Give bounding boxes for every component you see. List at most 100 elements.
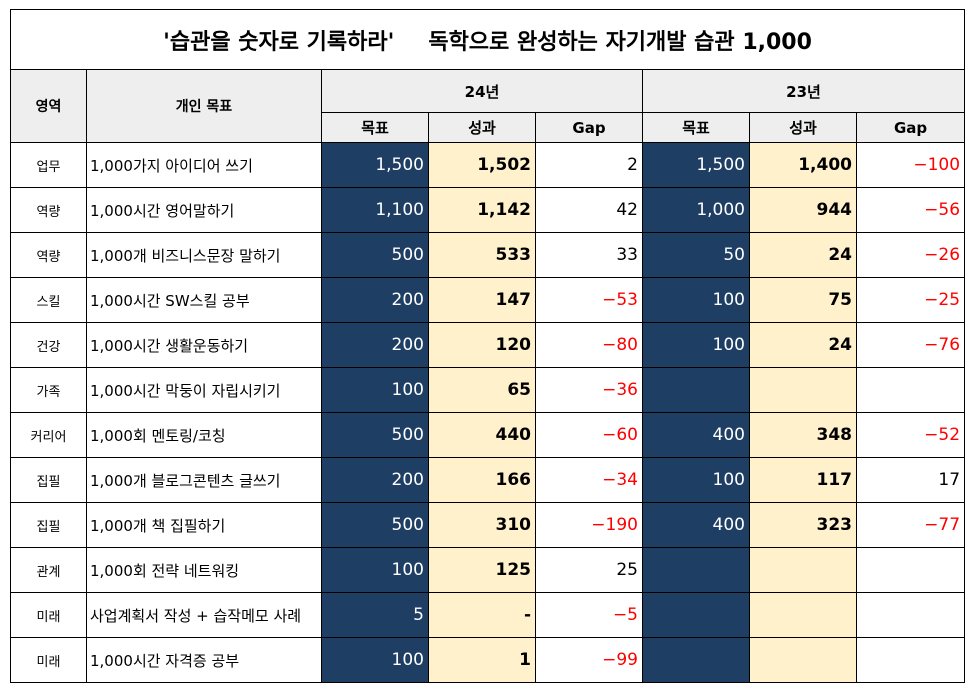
gap-23-cell: −76 <box>855 322 966 368</box>
area-cell: 역량 <box>10 187 87 233</box>
goal-cell: 1,000시간 자격증 공부 <box>86 637 322 683</box>
goal-cell: 사업계획서 작성 + 습작메모 사례 <box>86 592 322 638</box>
target-23-cell: 100 <box>642 277 750 323</box>
sheet-title: '습관을 숫자로 기록하라' 독학으로 완성하는 자기개발 습관 1,000 <box>9 9 966 70</box>
target-23-cell: 50 <box>642 232 750 278</box>
gap-24-cell: −36 <box>535 367 643 413</box>
result-24-cell: - <box>428 592 536 638</box>
table-row: 미래 사업계획서 작성 + 습작메모 사례 5- −5 <box>10 592 966 638</box>
result-23-cell <box>749 547 857 593</box>
header-23-gap: Gap <box>855 112 966 143</box>
header-24-result: 성과 <box>428 112 536 143</box>
result-23-cell <box>749 637 857 683</box>
area-cell: 건강 <box>10 322 87 368</box>
gap-24-cell: −5 <box>535 592 643 638</box>
target-23-cell: 400 <box>642 502 750 548</box>
target-24-cell: 5 <box>321 592 429 638</box>
gap-23-cell: −26 <box>855 232 966 278</box>
result-24-cell: 1,142 <box>428 187 536 233</box>
gap-23-cell: −77 <box>855 502 966 548</box>
target-24-cell: 100 <box>321 367 429 413</box>
target-24-cell: 200 <box>321 277 429 323</box>
target-24-cell: 1,100 <box>321 187 429 233</box>
result-24-cell: 440 <box>428 412 536 458</box>
target-23-cell: 1,500 <box>642 142 750 188</box>
header-goal: 개인 목표 <box>86 69 322 143</box>
target-23-cell <box>642 592 750 638</box>
area-cell: 스킬 <box>10 277 87 323</box>
gap-24-cell: −34 <box>535 457 643 503</box>
table-row: 미래 1,000시간 자격증 공부 100 1 −99 <box>10 637 966 683</box>
table-row: 커리어 1,000회 멘토링/코칭 500 440 −60 400 348 −52 <box>10 412 966 458</box>
result-23-cell <box>749 592 857 638</box>
gap-23-cell <box>855 592 966 638</box>
header-year-24: 24년 <box>321 69 643 113</box>
gap-24-cell: −80 <box>535 322 643 368</box>
area-cell: 집필 <box>10 457 87 503</box>
goal-cell: 1,000시간 생활운동하기 <box>86 322 322 368</box>
gap-23-cell: −100 <box>855 142 966 188</box>
target-24-cell: 1,500 <box>321 142 429 188</box>
gap-24-cell: 33 <box>535 232 643 278</box>
habit-table: '습관을 숫자로 기록하라' 독학으로 완성하는 자기개발 습관 1,000 영역… <box>9 9 966 683</box>
goal-cell: 1,000가지 아이디어 쓰기 <box>86 142 322 188</box>
target-24-cell: 500 <box>321 502 429 548</box>
goal-cell: 1,000개 책 집필하기 <box>86 502 322 548</box>
result-23-cell: 1,400 <box>749 142 857 188</box>
header-24-gap: Gap <box>535 112 643 143</box>
table-row: 집필 1,000개 블로그콘텐츠 글쓰기 200 166 −34 100 117 17 <box>10 457 966 503</box>
title-subtitle: 독학으로 완성하는 자기개발 습관 1,000 <box>428 29 812 55</box>
result-24-cell: 166 <box>428 457 536 503</box>
result-24-cell: 65 <box>428 367 536 413</box>
table-row: 스킬 1,000시간 SW스킬 공부 200 147 −53 100 75 −25 <box>10 277 966 323</box>
header-23-result: 성과 <box>749 112 857 143</box>
target-24-cell: 100 <box>321 547 429 593</box>
target-23-cell: 100 <box>642 457 750 503</box>
goal-cell: 1,000개 비즈니스문장 말하기 <box>86 232 322 278</box>
result-23-cell: 348 <box>749 412 857 458</box>
area-cell: 역량 <box>10 232 87 278</box>
target-24-cell: 200 <box>321 457 429 503</box>
target-23-cell <box>642 637 750 683</box>
table-row: 업무 1,000가지 아이디어 쓰기 1,500 1,502 2 1,500 1,400 −1… <box>10 142 966 188</box>
area-cell: 가족 <box>10 367 87 413</box>
goal-cell: 1,000개 블로그콘텐츠 글쓰기 <box>86 457 322 503</box>
table-row: 집필 1,000개 책 집필하기 500 310 −190 400 323 −77 <box>10 502 966 548</box>
result-24-cell: 120 <box>428 322 536 368</box>
area-cell: 미래 <box>10 637 87 683</box>
gap-24-cell: −60 <box>535 412 643 458</box>
target-23-cell <box>642 547 750 593</box>
gap-23-cell: −52 <box>855 412 966 458</box>
gap-23-cell: 17 <box>855 457 966 503</box>
header-area: 영역 <box>10 69 87 143</box>
result-23-cell: 944 <box>749 187 857 233</box>
table-row: 건강 1,000시간 생활운동하기 200 120 −80 100 24 −76 <box>10 322 966 368</box>
header-year-23: 23년 <box>641 69 966 113</box>
gap-24-cell: −99 <box>535 637 643 683</box>
target-24-cell: 200 <box>321 322 429 368</box>
result-24-cell: 1,502 <box>428 142 536 188</box>
header-23-target: 목표 <box>642 112 750 143</box>
gap-24-cell: 25 <box>535 547 643 593</box>
gap-23-cell <box>855 367 966 413</box>
target-23-cell: 400 <box>642 412 750 458</box>
table-row: 역량 1,000개 비즈니스문장 말하기 500 533 33 50 24 −26 <box>10 232 966 278</box>
goal-cell: 1,000시간 막둥이 자립시키기 <box>86 367 322 413</box>
gap-24-cell: 2 <box>535 142 643 188</box>
result-24-cell: 533 <box>428 232 536 278</box>
area-cell: 집필 <box>10 502 87 548</box>
target-24-cell: 100 <box>321 637 429 683</box>
result-23-cell <box>749 367 857 413</box>
habit-tracker-sheet: '습관을 숫자로 기록하라' 독학으로 완성하는 자기개발 습관 1,000 영역… <box>9 9 966 683</box>
gap-24-cell: −53 <box>535 277 643 323</box>
table-row: 관계 1,000회 전략 네트워킹 100 125 25 <box>10 547 966 593</box>
result-23-cell: 24 <box>749 322 857 368</box>
gap-23-cell: −56 <box>855 187 966 233</box>
area-cell: 관계 <box>10 547 87 593</box>
gap-23-cell <box>855 547 966 593</box>
target-23-cell: 100 <box>642 322 750 368</box>
result-23-cell: 75 <box>749 277 857 323</box>
gap-24-cell: −190 <box>535 502 643 548</box>
target-23-cell: 1,000 <box>642 187 750 233</box>
table-row: 역량 1,000시간 영어말하기 1,100 1,142 42 1,000 944 −56 <box>10 187 966 233</box>
